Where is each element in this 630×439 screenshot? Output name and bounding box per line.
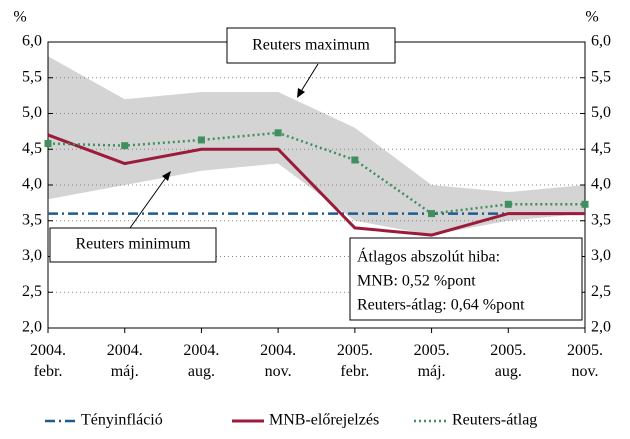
legend-label: MNB-előrejelzés: [269, 412, 379, 429]
series-line: [47, 133, 585, 237]
y-axis-unit: %: [13, 9, 26, 26]
y-tick-label: 2,5: [22, 283, 42, 300]
y-tick-label: 4,5: [22, 140, 42, 157]
legend-label: Tényinfláció: [81, 412, 163, 429]
y-tick-label: 3,5: [22, 211, 42, 228]
series-line: [47, 131, 585, 215]
x-tick-label: 2004. aug.: [183, 342, 220, 380]
annotation-box: [226, 27, 396, 64]
annotation-arrow: [129, 175, 168, 229]
arrow-head: [297, 88, 305, 98]
series-marker: [274, 129, 282, 137]
x-tick-label: 2005. nov.: [567, 342, 603, 380]
y-tick-label: 2,0: [22, 319, 42, 336]
error-box-line: Átlagos abszolút hiba:: [357, 247, 500, 266]
arrow-head: [162, 171, 171, 181]
series-marker: [351, 156, 359, 164]
y2-tick-label: 5,0: [591, 104, 611, 121]
y2-axis-unit: %: [585, 9, 598, 26]
x-tick-label: 2005. febr.: [336, 342, 373, 380]
error-box: [349, 237, 583, 321]
y-tick-label: 3,0: [22, 247, 42, 264]
y2-tick-label: 3,5: [591, 211, 611, 228]
y2-tick-label: 3,0: [591, 247, 611, 264]
legend-label: Reuters-átlag: [452, 412, 537, 429]
x-tick-label: 2005. aug.: [490, 342, 527, 380]
annotation: Reuters maximum: [252, 37, 370, 54]
y-tick-label: 4,0: [22, 176, 42, 193]
y-tick-label: 6,0: [22, 33, 42, 50]
y-tick-label: 5,5: [22, 68, 42, 85]
y2-tick-label: 4,0: [591, 176, 611, 193]
y-tick-label: 5,0: [22, 104, 42, 121]
series-marker: [504, 200, 512, 208]
y2-tick-label: 2,0: [591, 319, 611, 336]
x-tick-label: 2004. febr.: [30, 342, 66, 380]
series-marker: [44, 140, 52, 148]
series-marker: [197, 136, 205, 144]
series-marker: [121, 142, 129, 150]
annotation-arrow: [299, 63, 319, 94]
y2-tick-label: 2,5: [591, 283, 611, 300]
annotation-box: [49, 227, 217, 263]
series-marker: [581, 200, 589, 208]
series-marker: [428, 210, 436, 218]
y2-tick-label: 4,5: [591, 140, 611, 157]
y2-tick-label: 6,0: [591, 33, 611, 50]
error-box-line: MNB: 0,52 %pont: [357, 273, 476, 290]
x-tick-label: 2004. máj.: [106, 342, 143, 380]
x-tick-label: 2005. máj.: [413, 342, 450, 380]
y2-tick-label: 5,5: [591, 68, 611, 85]
error-box-line: Reuters-átlag: 0,64 %pont: [357, 297, 525, 314]
x-tick-label: 2004. nov.: [260, 342, 297, 380]
annotation: Reuters minimum: [75, 236, 191, 253]
